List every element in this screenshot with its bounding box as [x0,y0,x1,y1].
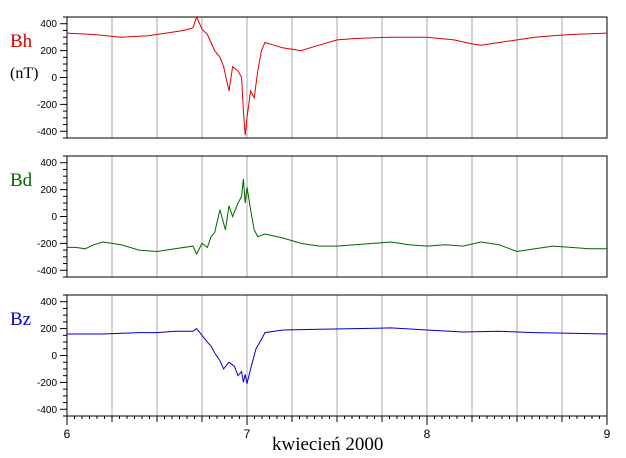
unit-label: (nT) [10,65,38,82]
y-tick-label: -200 [37,378,57,389]
x-tick-label: 8 [424,427,431,441]
series-label-bz: Bz [10,309,31,330]
y-tick-label: -400 [37,127,57,138]
y-tick-label: 0 [51,73,57,84]
x-tick-label: 6 [64,427,71,441]
y-tick-label: 0 [51,212,57,223]
series-line-bh [66,15,608,136]
y-tick-label: -200 [37,239,57,250]
x-tick-label: 9 [604,427,611,441]
panel-bh: -400 -200 0 200 400 Bh [10,15,608,139]
y-tick-label: -400 [37,405,57,416]
y-tick-label: 200 [40,324,57,335]
y-tick-label: 200 [40,46,57,57]
panel-bd: -400 -200 0 200 400 Bd [10,155,608,278]
y-tick-label: 200 [40,185,57,196]
y-tick-label: -400 [37,266,57,277]
y-tick-label: 400 [40,158,57,169]
x-tick-label: 7 [244,427,251,441]
series-line-bd [67,178,607,256]
series-label-bd: Bd [10,170,33,191]
y-tick-label: 400 [40,297,57,308]
x-axis: 6 7 8 9 [64,416,611,441]
series-line-bz [67,327,608,384]
y-tick-label: 0 [51,351,57,362]
chart-panels: -400 -200 0 200 400 Bh -400 -200 0 200 400 Bd -400 -2… [10,15,611,441]
y-tick-label: -200 [37,100,57,111]
x-axis-label: kwiecień 2000 [272,434,383,455]
y-tick-label: 400 [40,19,57,30]
panel-bz: -400 -200 0 200 400 Bz [10,294,608,417]
series-label-bh: Bh [10,31,33,52]
